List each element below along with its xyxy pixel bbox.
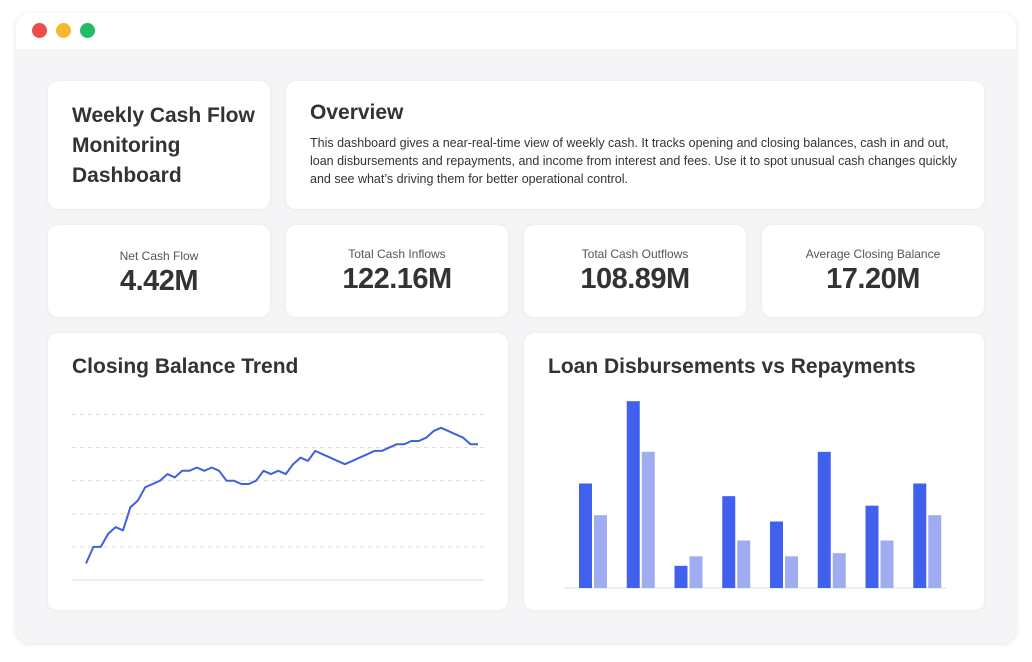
disbursement-bar (626, 401, 640, 588)
closing-balance-line (85, 426, 478, 564)
repayment-bar (594, 515, 607, 588)
overview-text: This dashboard gives a near-real-time vi… (310, 136, 957, 186)
repayment-bar (689, 556, 703, 588)
kpi-label: Net Cash Flow (119, 249, 199, 263)
disbursement-bar (865, 505, 879, 588)
kpi-value: 122.16M (342, 263, 452, 295)
disbursement-bar (722, 496, 736, 588)
repayment-bar (737, 540, 751, 588)
closing-balance-line-chart (72, 414, 484, 581)
chart-title: Loan Disbursements vs Repayments (548, 355, 916, 378)
repayment-bar (880, 540, 894, 588)
loan-bar-chart (564, 401, 946, 589)
dashboard-title-card: Weekly Cash Flow Monitoring Dashboard (48, 81, 270, 209)
repayment-bar (785, 556, 798, 588)
kpi-average-closing-balance: Average Closing Balance 17.20M (762, 225, 984, 317)
closing-balance-chart-card: Closing Balance Trend (48, 333, 508, 610)
disbursement-bar (579, 483, 592, 588)
window-titlebar (16, 13, 1016, 49)
kpi-net-cash-flow: Net Cash Flow 4.42M (48, 225, 270, 317)
repayment-bar (928, 515, 942, 588)
disbursement-bar (770, 521, 783, 588)
disbursement-bar (674, 565, 688, 588)
disbursement-bar (913, 483, 927, 588)
kpi-total-cash-outflows: Total Cash Outflows 108.89M (524, 225, 746, 317)
minimize-window-button[interactable] (56, 23, 71, 38)
dashboard-title: Weekly Cash Flow Monitoring Dashboard (72, 104, 255, 187)
repayment-bar (641, 451, 655, 588)
close-window-button[interactable] (32, 23, 47, 38)
kpi-value: 4.42M (119, 265, 199, 297)
loan-chart-card: Loan Disbursements vs Repayments (524, 333, 984, 610)
app-window: Weekly Cash Flow Monitoring Dashboard Ov… (16, 13, 1016, 643)
kpi-label: Average Closing Balance (805, 247, 941, 261)
kpi-total-cash-inflows: Total Cash Inflows 122.16M (286, 225, 508, 317)
overview-card: Overview This dashboard gives a near-rea… (286, 81, 984, 209)
disbursement-bar (817, 451, 831, 588)
repayment-bar (832, 553, 846, 588)
kpi-value: 17.20M (826, 263, 920, 295)
chart-title: Closing Balance Trend (72, 355, 299, 378)
overview-heading: Overview (310, 101, 404, 124)
kpi-value: 108.89M (580, 263, 690, 295)
kpi-label: Total Cash Outflows (581, 247, 689, 261)
maximize-window-button[interactable] (80, 23, 95, 38)
kpi-label: Total Cash Inflows (348, 247, 446, 261)
